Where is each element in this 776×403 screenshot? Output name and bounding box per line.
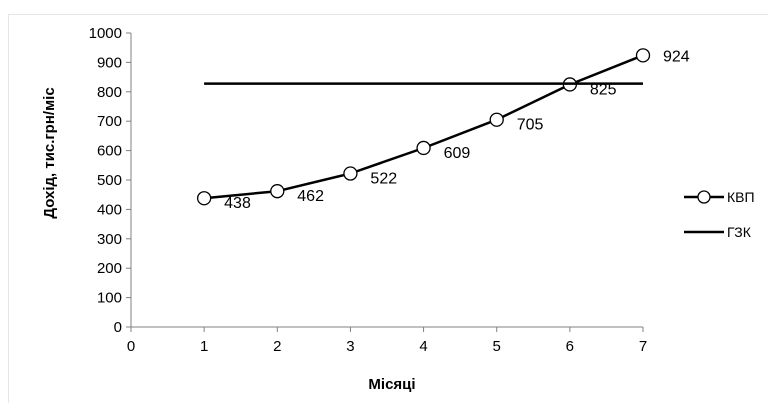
data-label: 705: [517, 117, 544, 134]
y-tick-label: 600: [97, 143, 122, 160]
y-tick-label: 200: [97, 260, 122, 277]
y-tick-label: 500: [97, 172, 122, 189]
legend: КВП ГЗК: [684, 189, 755, 240]
data-label: 522: [370, 171, 397, 188]
y-tick-label: 1000: [89, 25, 122, 42]
legend-marker: [697, 190, 711, 204]
data-label: 438: [224, 195, 251, 212]
data-point: [270, 184, 285, 199]
series-layer: [196, 48, 651, 206]
x-tick-label: 6: [566, 338, 574, 355]
data-label: 825: [590, 81, 617, 98]
y-tick-label: 300: [97, 231, 122, 248]
axes: 0 100 200 300 400 500 600 700 800 900 1000 0 1 2 3 4 5 6 7: [89, 25, 648, 355]
x-tick-label: 1: [200, 338, 208, 355]
legend-label: ГЗК: [727, 224, 752, 240]
legend-label: КВП: [727, 189, 755, 205]
x-tick-label: 5: [493, 338, 501, 355]
y-tick-label: 800: [97, 84, 122, 101]
x-tick-label: 4: [419, 338, 427, 355]
y-tick-label: 700: [97, 113, 122, 130]
data-point: [489, 112, 504, 127]
data-label: 924: [663, 48, 690, 65]
chart-frame: [8, 14, 768, 403]
y-axis-title: Дохід, тис.грн/міс: [41, 87, 58, 218]
data-point: [343, 166, 358, 181]
y-tick-label: 100: [97, 290, 122, 307]
data-label: 462: [297, 188, 324, 205]
y-tick-label: 400: [97, 201, 122, 218]
x-tick-label: 0: [127, 338, 135, 355]
x-tick-label: 3: [346, 338, 354, 355]
x-tick-label: 2: [273, 338, 281, 355]
data-label: 609: [444, 145, 471, 162]
data-point: [196, 191, 212, 206]
x-tick-label: 7: [639, 338, 647, 355]
data-point: [635, 48, 651, 63]
data-point: [416, 140, 431, 156]
y-tick-label: 900: [97, 54, 122, 71]
data-labels: 438 462 522 609 705 825 924: [224, 48, 690, 212]
y-tick-label: 0: [114, 319, 122, 336]
x-axis-title: Місяці: [368, 376, 415, 393]
series-line-kvp: [203, 54, 644, 200]
